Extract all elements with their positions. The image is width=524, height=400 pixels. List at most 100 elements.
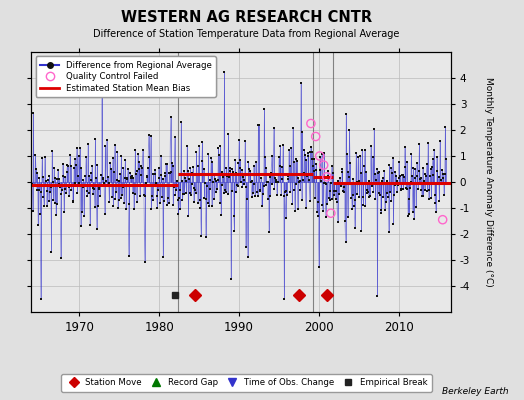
Point (181, 175, 189, 182)
Point (238, 184, 247, 190)
Point (30, 183, 39, 189)
Point (158, 176, 167, 183)
Point (439, 175, 447, 182)
Point (266, 193, 275, 199)
Point (407, 178, 415, 185)
Point (237, 167, 246, 174)
Point (276, 162, 284, 169)
Point (120, 200, 128, 206)
Point (134, 166, 143, 172)
Point (249, 162, 258, 169)
Point (91, 204, 99, 210)
Point (381, 180, 390, 186)
Point (71, 156, 79, 162)
Point (363, 187, 372, 194)
Point (325, 188, 334, 194)
Point (118, 192, 126, 198)
Point (365, 194, 373, 200)
Point (49, 179, 57, 186)
Point (319, 180, 328, 186)
Point (247, 179, 255, 186)
Point (345, 127, 354, 133)
Point (255, 122, 263, 129)
Point (318, 151, 326, 158)
Point (144, 165, 152, 171)
Legend: Station Move, Record Gap, Time of Obs. Change, Empirical Break: Station Move, Record Gap, Time of Obs. C… (61, 374, 432, 392)
Point (55, 181, 63, 187)
Point (41, 183, 50, 189)
Point (189, 164, 198, 170)
Point (170, 134, 179, 140)
Point (109, 202, 117, 209)
Point (84, 140, 92, 147)
Point (384, 193, 392, 200)
Point (143, 173, 151, 180)
Point (215, 200, 224, 206)
Point (27, 170, 36, 177)
Point (225, 165, 234, 172)
Point (264, 196, 272, 202)
Point (251, 193, 259, 199)
Point (175, 194, 183, 201)
Point (103, 182, 112, 188)
Point (428, 164, 436, 170)
Y-axis label: Monthly Temperature Anomaly Difference (°C): Monthly Temperature Anomaly Difference (… (484, 77, 493, 287)
Point (312, 161, 320, 167)
Point (351, 225, 359, 231)
Point (222, 189, 230, 195)
Point (30, 183, 38, 189)
Point (367, 180, 376, 186)
Point (220, 189, 228, 196)
Point (219, 174, 227, 180)
Point (248, 178, 257, 184)
Point (380, 168, 388, 174)
Point (303, 173, 311, 180)
Point (140, 259, 149, 265)
Point (347, 181, 355, 187)
Point (383, 190, 391, 196)
Point (343, 151, 351, 158)
Point (350, 192, 358, 198)
Point (307, 120, 315, 127)
Point (39, 194, 48, 200)
Point (246, 168, 254, 175)
Point (361, 202, 369, 209)
Point (183, 168, 192, 174)
Point (438, 166, 446, 173)
Point (348, 175, 357, 182)
Point (311, 167, 320, 174)
Point (48, 148, 56, 154)
Point (71, 180, 80, 186)
Point (395, 174, 403, 181)
Point (389, 220, 398, 227)
Point (57, 191, 66, 197)
Point (218, 169, 226, 175)
Point (309, 168, 318, 174)
Point (252, 159, 260, 165)
Point (254, 122, 263, 128)
Point (124, 166, 132, 172)
Point (422, 161, 431, 168)
Point (128, 190, 137, 197)
Point (231, 157, 239, 164)
Point (146, 133, 155, 139)
Point (433, 168, 442, 174)
Point (130, 191, 139, 197)
Point (269, 172, 277, 178)
Point (195, 197, 204, 203)
Point (308, 149, 316, 156)
Point (132, 171, 140, 177)
Point (104, 174, 112, 180)
Point (405, 196, 413, 202)
Point (389, 154, 397, 161)
Point (439, 171, 447, 177)
Point (131, 147, 139, 154)
Point (348, 206, 356, 212)
Point (335, 175, 344, 182)
Point (424, 195, 433, 202)
Point (279, 142, 287, 148)
Point (51, 175, 60, 182)
Point (53, 176, 62, 182)
Point (230, 228, 238, 234)
Point (241, 138, 249, 145)
